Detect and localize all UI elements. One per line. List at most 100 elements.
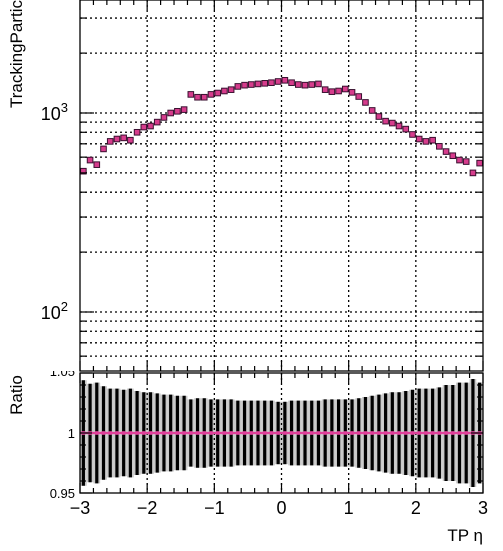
data-point bbox=[476, 159, 483, 167]
data-point bbox=[274, 78, 282, 85]
data-point bbox=[301, 81, 309, 89]
x-tick-label: −1 bbox=[204, 498, 225, 518]
ratio-point bbox=[101, 431, 106, 435]
data-point bbox=[429, 136, 436, 144]
data-point bbox=[133, 128, 141, 136]
ratio-point bbox=[343, 431, 348, 435]
ratio-point bbox=[450, 431, 455, 435]
ratio-point bbox=[182, 431, 186, 435]
ratio-point bbox=[457, 431, 462, 435]
ratio-point bbox=[222, 431, 227, 435]
ratio-point bbox=[242, 431, 247, 435]
x-tick-label: 1 bbox=[344, 498, 354, 518]
ratio-point bbox=[168, 431, 173, 435]
x-tick-label: 2 bbox=[411, 498, 421, 518]
ratio-point bbox=[162, 431, 166, 435]
y-tick-label-base: 10 bbox=[41, 104, 61, 124]
ratio-x-tick-labels: −3 −2 −1 0 1 2 3 bbox=[70, 498, 488, 518]
data-point bbox=[368, 107, 376, 114]
data-point bbox=[335, 87, 342, 95]
data-point bbox=[456, 156, 463, 164]
ratio-plot-axes bbox=[79, 372, 484, 494]
x-tick-label: 0 bbox=[276, 498, 286, 518]
data-point bbox=[362, 99, 369, 106]
data-point bbox=[449, 152, 457, 160]
ratio-point bbox=[256, 431, 260, 435]
data-point bbox=[281, 76, 289, 84]
data-point bbox=[180, 106, 188, 113]
data-point bbox=[261, 80, 269, 87]
main-plot-axes bbox=[79, 0, 484, 372]
ratio-point bbox=[283, 431, 287, 435]
x-tick-label: 3 bbox=[478, 498, 488, 518]
ratio-y-tick-label: 0.95 bbox=[50, 486, 75, 501]
ratio-y-tick-label: 1 bbox=[68, 426, 75, 441]
data-point bbox=[436, 143, 443, 150]
data-point bbox=[167, 109, 174, 117]
ratio-point bbox=[377, 431, 381, 435]
data-point bbox=[227, 86, 235, 93]
ratio-plot-panel: 1 0.95 1.05 −3 −2 −1 0 1 2 3 Ratio TP η bbox=[7, 364, 488, 545]
data-point bbox=[247, 81, 255, 88]
ratio-point bbox=[410, 431, 415, 435]
ratio-point bbox=[262, 431, 267, 435]
ratio-point bbox=[309, 431, 314, 435]
data-point bbox=[328, 88, 336, 95]
data-point bbox=[100, 145, 107, 153]
data-point bbox=[321, 86, 329, 93]
ratio-point bbox=[115, 431, 119, 435]
ratio-point bbox=[269, 431, 274, 435]
ratio-point bbox=[350, 431, 354, 435]
y-tick-label-exponent: 3 bbox=[61, 100, 68, 115]
x-tick-label: −3 bbox=[70, 498, 91, 518]
data-point bbox=[355, 93, 363, 100]
main-y-axis-label: TrackingPartic bbox=[7, 0, 26, 108]
ratio-y-tick-label: 1.05 bbox=[50, 364, 75, 379]
ratio-point bbox=[363, 431, 368, 435]
data-point bbox=[442, 148, 450, 155]
data-point bbox=[294, 81, 302, 88]
ratio-point bbox=[383, 431, 388, 435]
ratio-y-axis-label: Ratio bbox=[7, 375, 26, 415]
data-point bbox=[174, 107, 181, 115]
ratio-point bbox=[249, 431, 254, 435]
ratio-y-tick-labels: 1 0.95 1.05 bbox=[50, 364, 75, 501]
ratio-point bbox=[437, 431, 442, 435]
ratio-point bbox=[397, 431, 401, 435]
ratio-point bbox=[464, 431, 469, 435]
data-point bbox=[194, 93, 201, 101]
data-point bbox=[153, 118, 161, 126]
ratio-point bbox=[390, 431, 395, 435]
data-point bbox=[140, 123, 148, 131]
data-point bbox=[415, 135, 423, 143]
data-point bbox=[469, 169, 477, 177]
data-point bbox=[207, 91, 215, 98]
main-plot-grid bbox=[80, 0, 483, 371]
ratio-point bbox=[444, 431, 448, 435]
data-point bbox=[254, 80, 262, 88]
ratio-point bbox=[330, 431, 334, 435]
ratio-point bbox=[336, 431, 341, 435]
data-point bbox=[409, 131, 416, 138]
ratio-point bbox=[209, 431, 213, 435]
data-point bbox=[106, 138, 114, 145]
data-point bbox=[375, 113, 383, 120]
main-plot-points bbox=[80, 76, 483, 177]
data-point bbox=[382, 117, 389, 125]
x-axis-label: TP η bbox=[447, 526, 483, 545]
data-point bbox=[342, 85, 349, 93]
ratio-point bbox=[195, 431, 200, 435]
ratio-point bbox=[215, 431, 220, 435]
data-point bbox=[120, 134, 127, 142]
x-tick-label: −2 bbox=[137, 498, 158, 518]
ratio-point bbox=[303, 431, 307, 435]
y-tick-label: 103 bbox=[41, 100, 68, 124]
data-point bbox=[93, 161, 101, 168]
ratio-point bbox=[148, 431, 153, 435]
data-point bbox=[462, 158, 470, 165]
ratio-point bbox=[370, 431, 374, 435]
ratio-point bbox=[424, 431, 428, 435]
